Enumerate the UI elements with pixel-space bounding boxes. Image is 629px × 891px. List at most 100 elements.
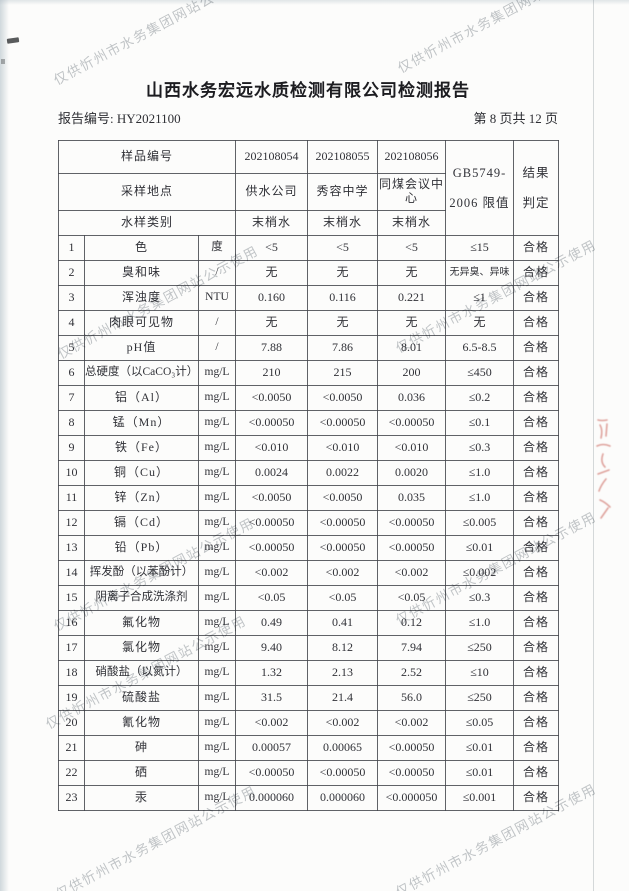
- parameter-name: 锰（Mn）: [84, 410, 199, 436]
- sample3-value: <0.05: [377, 585, 446, 611]
- sample2-value: 21.4: [307, 685, 378, 711]
- row-number: 9: [58, 435, 85, 461]
- sample-no-2: 202108055: [307, 140, 378, 174]
- unit: mg/L: [198, 560, 236, 586]
- sample-type-2: 末梢水: [307, 210, 378, 236]
- red-seal-mark: [596, 419, 611, 519]
- sample-site-label: 采样地点: [58, 173, 236, 211]
- parameter-name: 氰化物: [84, 710, 199, 736]
- row-number: 11: [58, 485, 85, 511]
- unit: mg/L: [198, 685, 236, 711]
- sample3-value: 0.221: [377, 285, 446, 311]
- limit-value: 无异臭、异味: [445, 260, 514, 286]
- table-row: 2 臭和味 / 无 无 无 无异臭、异味 合格: [58, 260, 559, 286]
- sample1-value: <0.002: [235, 710, 308, 736]
- sample1-value: 0.00057: [235, 735, 308, 761]
- unit: /: [198, 310, 236, 336]
- unit: mg/L: [198, 360, 236, 386]
- sample3-value: 8.01: [377, 335, 446, 361]
- parameter-name: 镉（Cd）: [84, 510, 199, 536]
- parameter-name: pH值: [84, 335, 199, 361]
- table-row: 17 氯化物 mg/L 9.40 8.12 7.94 ≤250 合格: [58, 635, 559, 661]
- sample1-value: <0.00050: [235, 410, 308, 436]
- sample3-value: <0.002: [377, 710, 446, 736]
- sample3-value: 7.94: [377, 635, 446, 661]
- row-number: 19: [58, 685, 85, 711]
- sample3-value: 无: [377, 310, 446, 336]
- result-value: 合格: [513, 535, 559, 561]
- unit: mg/L: [198, 410, 236, 436]
- row-number: 6: [58, 360, 85, 386]
- row-number: 14: [58, 560, 85, 586]
- limit-value: ≤250: [445, 685, 514, 711]
- sample2-value: 0.116: [307, 285, 378, 311]
- sample2-value: 215: [307, 360, 378, 386]
- row-number: 18: [58, 660, 85, 686]
- sample2-value: <0.00050: [307, 410, 378, 436]
- limit-value: ≤0.01: [445, 760, 514, 786]
- sample1-value: 0.49: [235, 610, 308, 636]
- unit: mg/L: [198, 785, 236, 811]
- watermark-text: 仅供忻州市水务集团网站公示使用: [395, 0, 601, 76]
- unit: mg/L: [198, 585, 236, 611]
- result-value: 合格: [513, 310, 559, 336]
- sample1-value: 7.88: [235, 335, 308, 361]
- limit-header-line2: 2006 限值: [449, 195, 510, 210]
- sample2-value: 无: [307, 260, 378, 286]
- result-value: 合格: [513, 685, 559, 711]
- sample-no-3: 202108056: [377, 140, 446, 174]
- sample1-value: <0.002: [235, 560, 308, 586]
- unit: mg/L: [198, 460, 236, 486]
- scan-speck: [6, 37, 20, 44]
- report-title: 山西水务宏远水质检测有限公司检测报告: [146, 81, 470, 100]
- table-row: 16 氟化物 mg/L 0.49 0.41 0.12 ≤1.0 合格: [58, 610, 559, 636]
- sample-type-1: 末梢水: [235, 210, 308, 236]
- parameter-name: 氟化物: [84, 610, 199, 636]
- parameter-name: 色: [84, 235, 199, 261]
- table-row: 19 硫酸盐 mg/L 31.5 21.4 56.0 ≤250 合格: [58, 685, 559, 711]
- row-number: 8: [58, 410, 85, 436]
- sample1-value: <0.00050: [235, 760, 308, 786]
- header-row-sample-no: 样品编号 202108054 202108055 202108056 GB574…: [58, 140, 559, 236]
- sample3-value: 0.036: [377, 385, 446, 411]
- sample1-value: 0.0024: [235, 460, 308, 486]
- unit: 度: [198, 235, 236, 261]
- parameter-name: 锌（Zn）: [84, 485, 199, 511]
- page-number: 第 8 页共 12 页: [473, 111, 558, 126]
- result-header-line2: 判定: [522, 195, 550, 210]
- sample2-value: 7.86: [307, 335, 378, 361]
- limit-value: ≤0.3: [445, 435, 514, 461]
- row-number: 15: [58, 585, 85, 611]
- result-value: 合格: [513, 760, 559, 786]
- result-value: 合格: [513, 510, 559, 536]
- table-row: 9 铁（Fe） mg/L <0.010 <0.010 <0.010 ≤0.3 合…: [58, 435, 559, 461]
- result-value: 合格: [513, 460, 559, 486]
- sample3-value: <0.002: [377, 560, 446, 586]
- sample3-value: <0.00050: [377, 760, 446, 786]
- row-number: 20: [58, 710, 85, 736]
- limit-header-line1: GB5749-: [452, 166, 507, 181]
- parameter-name: 铁（Fe）: [84, 435, 199, 461]
- sample2-value: 无: [307, 310, 378, 336]
- limit-value: ≤1: [445, 285, 514, 311]
- limit-value: ≤0.001: [445, 785, 514, 811]
- table-row: 15 阴离子合成洗涤剂 mg/L <0.05 <0.05 <0.05 ≤0.3 …: [58, 585, 559, 611]
- result-value: 合格: [513, 235, 559, 261]
- report-number: 报告编号: HY2021100: [58, 111, 181, 126]
- table-row: 1 色 度 <5 <5 <5 ≤15 合格: [58, 235, 559, 261]
- unit: mg/L: [198, 635, 236, 661]
- parameter-name: 肉眼可见物: [84, 310, 199, 336]
- sample1-value: 9.40: [235, 635, 308, 661]
- scan-fold-line: [593, 0, 594, 891]
- sample1-value: <0.0050: [235, 385, 308, 411]
- sample1-value: <0.0050: [235, 485, 308, 511]
- sample3-value: <5: [377, 235, 446, 261]
- result-value: 合格: [513, 360, 559, 386]
- scan-speck: [1, 59, 5, 64]
- sample2-value: <0.00050: [307, 510, 378, 536]
- table-row: 18 硝酸盐（以氮计） mg/L 1.32 2.13 2.52 ≤10 合格: [58, 660, 559, 686]
- limit-value: ≤250: [445, 635, 514, 661]
- limit-value: ≤0.01: [445, 535, 514, 561]
- sample3-value: <0.00050: [377, 735, 446, 761]
- table-row: 22 硒 mg/L <0.00050 <0.00050 <0.00050 ≤0.…: [58, 760, 559, 786]
